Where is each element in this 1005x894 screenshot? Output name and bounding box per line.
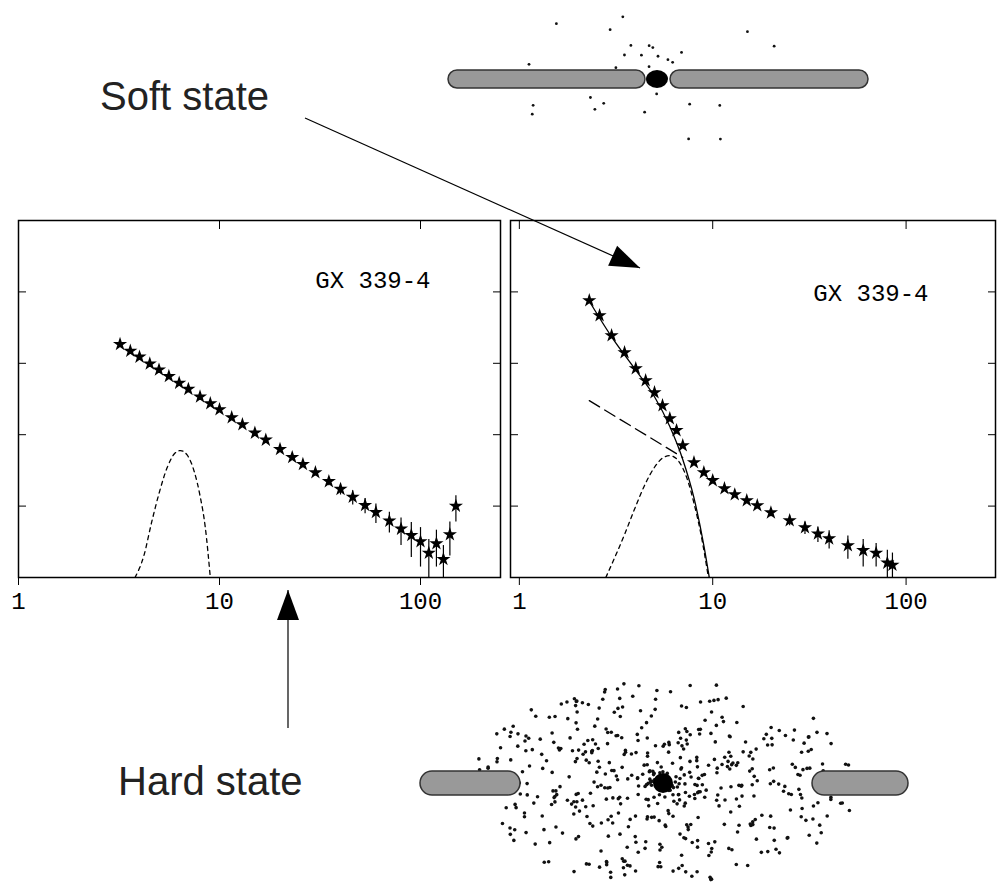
svg-text:1: 1 [512,589,526,616]
svg-text:GX 339-4: GX 339-4 [813,281,928,308]
svg-text:Hard state: Hard state [118,759,303,803]
svg-text:10: 10 [698,589,727,616]
svg-text:10: 10 [205,589,234,616]
svg-text:1: 1 [11,589,25,616]
svg-text:100: 100 [399,589,442,616]
svg-text:Soft state: Soft state [100,74,269,118]
svg-text:GX 339-4: GX 339-4 [315,268,430,295]
svg-text:100: 100 [884,589,927,616]
